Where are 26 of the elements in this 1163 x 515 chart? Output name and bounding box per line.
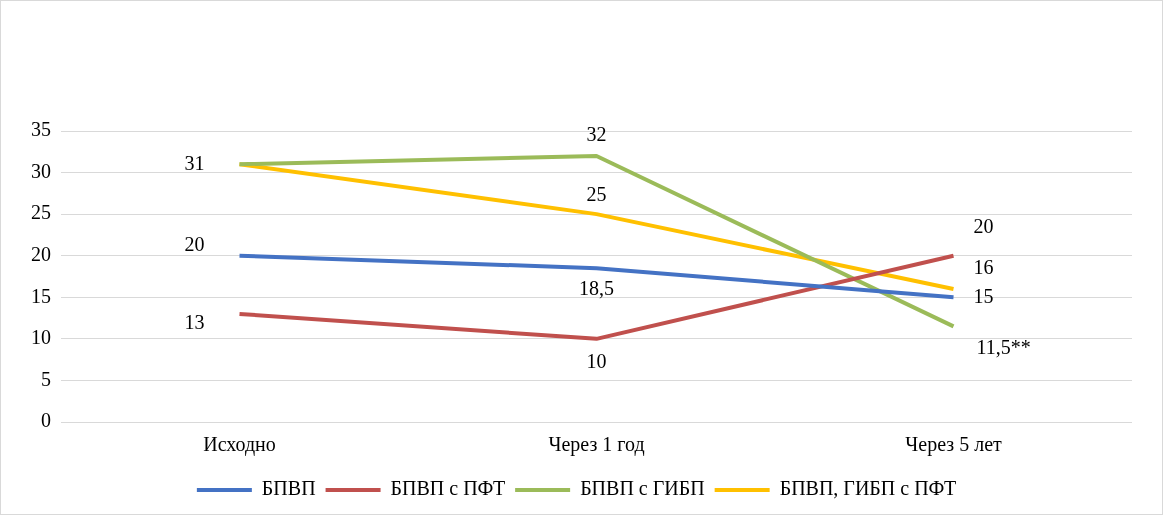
data-label: 25 — [586, 183, 607, 206]
data-label: 20 — [973, 214, 994, 237]
data-label: 15 — [973, 284, 994, 307]
x-tick-label: Исходно — [203, 433, 276, 457]
data-label: 13 — [184, 311, 205, 334]
data-label: 20 — [184, 232, 205, 255]
legend-label: БПВП с ГИБП — [580, 477, 705, 500]
legend-label: БПВП с ПФТ — [390, 477, 506, 500]
y-tick-label: 15 — [31, 284, 51, 307]
data-label: 18,5 — [579, 277, 614, 300]
y-tick-label: 10 — [31, 326, 51, 349]
y-tick-label: 20 — [31, 242, 51, 265]
legend-label: БПВП, ГИБП с ПФТ — [779, 477, 957, 500]
y-tick-label: 25 — [31, 201, 51, 224]
data-label: 16 — [973, 256, 994, 279]
y-tick-label: 5 — [41, 367, 51, 390]
x-tick-label: Через 5 лет — [905, 433, 1002, 457]
y-tick-label: 35 — [31, 118, 51, 141]
x-tick-label: Через 1 год — [548, 433, 645, 457]
y-tick-label: 0 — [41, 409, 51, 432]
data-label: 31 — [184, 151, 205, 174]
legend-label: БПВП — [261, 477, 316, 500]
data-label: 11,5** — [976, 335, 1031, 358]
data-label: 10 — [586, 350, 607, 373]
data-label: 32 — [586, 123, 607, 146]
y-tick-label: 30 — [31, 159, 51, 182]
